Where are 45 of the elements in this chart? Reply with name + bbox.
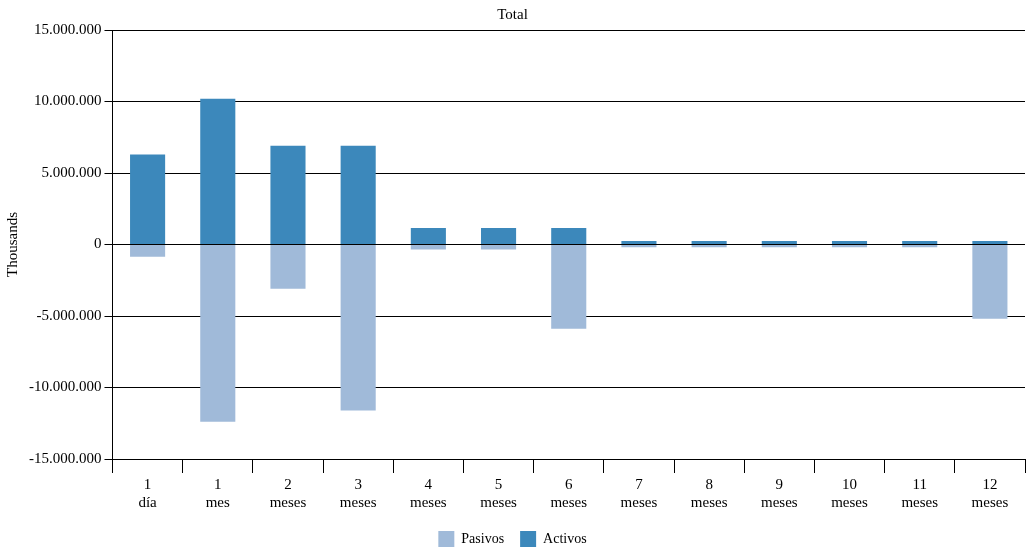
bar	[972, 245, 1008, 319]
x-tick-label: 2 meses	[269, 475, 307, 510]
bar	[340, 145, 376, 244]
bar	[761, 240, 797, 244]
x-tick-label: 12 meses	[971, 475, 1009, 510]
bar	[410, 228, 446, 244]
x-tick-label: 9 meses	[760, 475, 798, 510]
bar	[902, 240, 938, 244]
x-tick-label: 1 día	[138, 475, 158, 510]
x-tick-label: 10 meses	[831, 475, 868, 510]
x-tick-label: 1 mes	[205, 475, 231, 510]
legend-label: Pasivos	[461, 530, 505, 546]
bar	[200, 245, 236, 422]
bar	[621, 240, 657, 244]
bar	[410, 245, 446, 250]
x-tick-label: 6 meses	[550, 475, 588, 510]
x-tick-label: 4 meses	[410, 475, 447, 510]
x-tick-label: 3 meses	[339, 475, 377, 510]
x-tick-label: 8 meses	[690, 475, 728, 510]
legend-label: Activos	[543, 530, 587, 546]
y-tick-label: 10.000.000	[34, 92, 102, 109]
x-tick-label: 7 meses	[620, 475, 658, 510]
chart-title: Total	[497, 5, 528, 22]
bar	[551, 228, 587, 244]
x-tick-label: 11 meses	[901, 475, 939, 510]
bar	[130, 245, 166, 257]
bar	[270, 145, 306, 244]
y-tick-label: -5.000.000	[36, 306, 102, 323]
y-tick-label: -15.000.000	[29, 449, 102, 466]
y-tick-label: 5.000.000	[41, 163, 102, 180]
bar	[340, 245, 376, 411]
y-tick-label: 15.000.000	[34, 20, 102, 37]
bar	[831, 240, 868, 244]
x-tick-label: 5 meses	[480, 475, 518, 510]
bar	[972, 240, 1008, 244]
y-axis-title: Thousands	[3, 211, 20, 277]
bar	[691, 240, 727, 244]
y-tick-label: 0	[94, 235, 102, 252]
y-tick-label: -10.000.000	[29, 378, 102, 395]
bar	[130, 154, 166, 244]
bar	[270, 245, 306, 289]
bar	[551, 245, 587, 329]
bar	[481, 245, 517, 250]
bar	[481, 228, 517, 244]
bar	[200, 98, 236, 244]
